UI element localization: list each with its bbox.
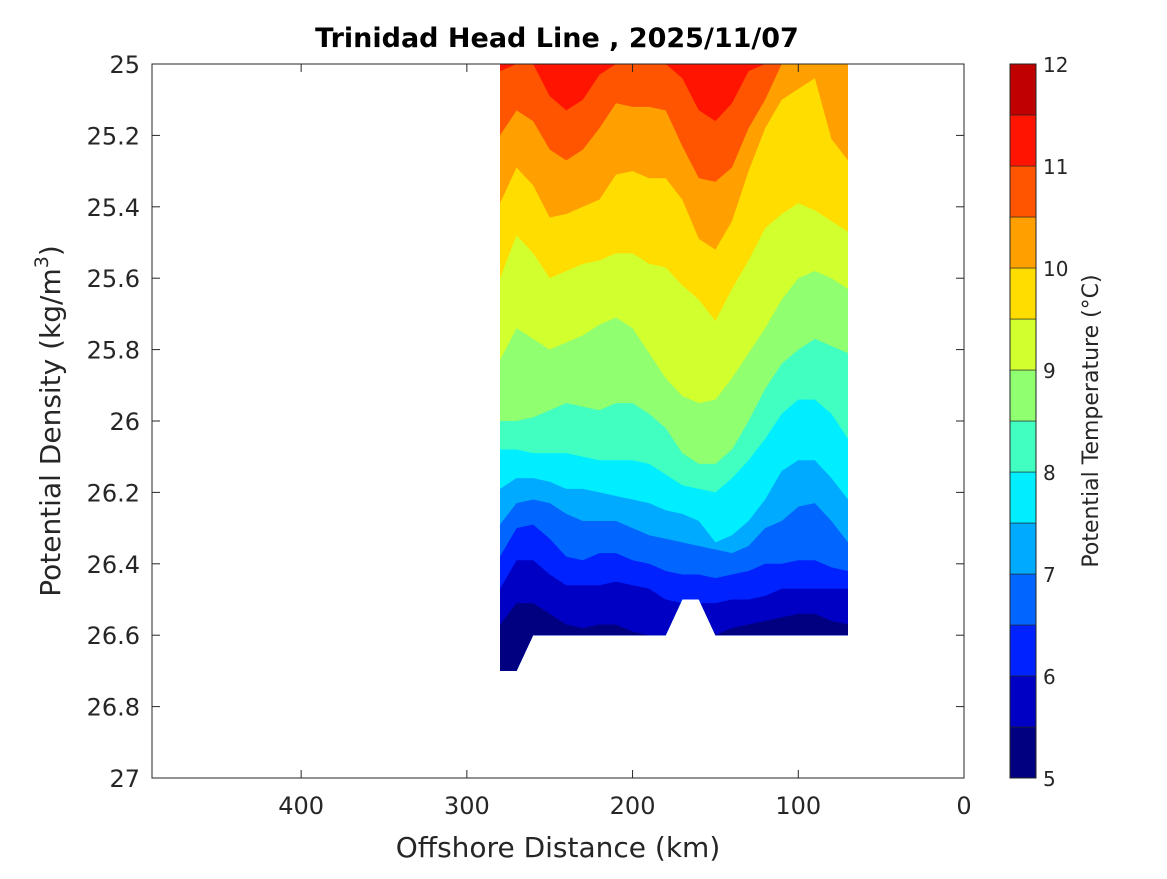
y-tick-label: 26.2: [87, 479, 140, 507]
colorbar-swatch: [1009, 369, 1037, 422]
y-tick-label: 25.2: [87, 122, 140, 150]
x-tick-label: 0: [956, 792, 971, 820]
colorbar-label: Potential Temperature (°C): [1079, 274, 1104, 567]
chart-title: Trinidad Head Line , 2025/11/07: [315, 23, 799, 54]
colorbar-tick-label: 9: [1043, 359, 1056, 383]
y-axis-label: Potential Density (kg/m3): [31, 245, 67, 597]
colorbar-swatch: [1009, 522, 1037, 575]
colorbar-tick-label: 11: [1043, 155, 1068, 179]
colorbar-swatch: [1009, 267, 1037, 320]
colorbar-swatch: [1009, 471, 1037, 524]
contour-band-below-6: [500, 560, 848, 671]
x-tick-label: 200: [610, 792, 656, 820]
colorbar-tick-label: 8: [1043, 461, 1056, 485]
y-tick-label: 25.6: [87, 265, 140, 293]
colorbar-tick-label: 10: [1043, 257, 1068, 281]
colorbar-tick-label: 12: [1043, 53, 1068, 77]
colorbar-swatch: [1009, 165, 1037, 218]
colorbar-tick-label: 7: [1043, 563, 1056, 587]
y-tick-label: 26.6: [87, 622, 140, 650]
y-axis: 25 25.2 25.4 25.6 25.8 26 26.2 26.4 26.6 26.8 27: [87, 51, 964, 793]
y-tick-label: 25.8: [87, 337, 140, 365]
colorbar-tick-label: 6: [1043, 665, 1056, 689]
y-tick-label: 26.4: [87, 551, 140, 579]
colorbar: 5 6 7 8 9 10 11 12: [1009, 53, 1068, 791]
colorbar-swatch: [1009, 63, 1037, 116]
y-tick-label: 27: [109, 765, 140, 793]
x-tick-label: 300: [444, 792, 490, 820]
y-tick-label: 25.4: [87, 194, 140, 222]
x-axis: 400 300 200 100 0: [278, 64, 972, 820]
colorbar-swatch: [1009, 114, 1037, 167]
y-tick-label: 26.8: [87, 694, 140, 722]
colorbar-frame: [1009, 63, 1037, 779]
x-tick-label: 100: [775, 792, 821, 820]
colorbar-swatch: [1009, 216, 1037, 269]
y-tick-label: 25: [109, 51, 140, 79]
colorbar-swatch: [1009, 573, 1037, 626]
colorbar-swatch: [1009, 420, 1037, 473]
x-axis-label: Offshore Distance (km): [396, 831, 721, 864]
y-tick-label: 26: [109, 408, 140, 436]
colorbar-swatch: [1009, 624, 1037, 677]
colorbar-swatch: [1009, 675, 1037, 728]
colorbar-tick-label: 5: [1043, 767, 1056, 791]
x-tick-label: 400: [278, 792, 324, 820]
colorbar-swatch: [1009, 726, 1037, 779]
colorbar-swatch: [1009, 318, 1037, 371]
